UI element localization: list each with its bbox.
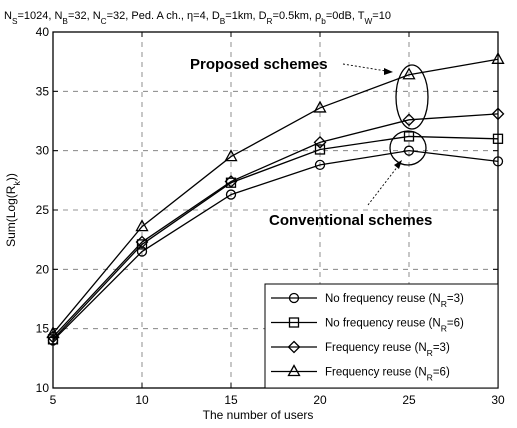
data-point-circle — [225, 189, 237, 200]
legend: No frequency reuse (NR=3)No frequency re… — [264, 283, 499, 389]
parameter-text: =1024, N — [17, 10, 62, 22]
y-axis-label-text: )) — [4, 173, 18, 181]
legend-entry: No frequency reuse (NR=3) — [271, 292, 464, 309]
data-point-square — [136, 239, 148, 250]
y-axis-label-subscript: k — [12, 181, 22, 186]
conventional-ellipse — [389, 130, 427, 166]
data-point-square — [403, 131, 415, 142]
legend-entry: Frequency reuse (NR=6) — [271, 364, 450, 383]
parameter-text: =1km, D — [225, 10, 266, 22]
legend-label-text: No frequency reuse (N — [325, 318, 441, 330]
legend-label-subscript: R — [427, 348, 433, 358]
parameter-text: =10 — [372, 10, 391, 22]
data-point-diamond — [402, 113, 416, 127]
series-line — [52, 135, 499, 340]
y-axis-label: Sum(Log(Rk)) — [4, 173, 22, 247]
parameter-text: W — [365, 17, 373, 26]
parameter-text: N — [4, 10, 12, 22]
legend-marker-square — [288, 317, 300, 328]
proposed-arrow — [342, 63, 387, 72]
series-line — [52, 58, 499, 334]
chart-parameters: NS=1024, NB=32, NC=32, Ped. A ch., η=4, … — [4, 10, 391, 26]
data-point-triangle — [46, 326, 60, 339]
y-tick-label: 35 — [36, 84, 50, 98]
parameter-text: B — [62, 17, 68, 26]
data-point-diamond — [224, 175, 238, 188]
x-tick-label: 25 — [402, 393, 416, 407]
y-tick-label: 20 — [36, 262, 50, 276]
data-point-square — [47, 334, 59, 345]
legend-label: No frequency reuse (NR=6) — [325, 318, 464, 334]
legend-label-subscript: R — [427, 373, 433, 383]
data-point-square — [492, 133, 504, 144]
x-tick-label: 10 — [135, 393, 149, 407]
legend-entry: Frequency reuse (NR=3) — [271, 340, 450, 358]
y-tick-label: 30 — [36, 144, 50, 158]
legend-label-subscript: R — [441, 299, 447, 309]
proposed-ellipse — [395, 64, 429, 130]
y-axis-label-text: Sum(Log(R — [4, 185, 18, 247]
data-point-square — [314, 144, 326, 155]
legend-entry: No frequency reuse (NR=6) — [271, 317, 464, 334]
legend-label-text: =3) — [433, 342, 450, 354]
legend-marker-diamond — [287, 340, 301, 354]
conventional-arrow — [367, 165, 399, 206]
x-tick-label: 20 — [313, 393, 327, 407]
y-tick-label: 25 — [36, 203, 50, 217]
parameter-text: b — [321, 17, 326, 26]
annotation-conventional: Conventional schemes — [269, 212, 432, 229]
x-axis-label: The number of users — [203, 408, 314, 422]
legend-label-text: =3) — [447, 293, 464, 305]
data-point-triangle — [135, 219, 149, 232]
data-point-circle — [403, 145, 415, 156]
legend-label-text: Frequency reuse (N — [325, 367, 427, 379]
y-tick-label: 40 — [36, 25, 50, 39]
legend-label-text: =6) — [433, 367, 450, 379]
parameter-text: =32, N — [68, 10, 101, 22]
legend-label-text: =6) — [447, 318, 464, 330]
data-point-diamond — [491, 107, 505, 121]
data-point-triangle — [491, 51, 505, 64]
x-tick-labels: 5 10 15 20 25 30 — [50, 32, 505, 407]
legend-marker-triangle — [287, 364, 301, 377]
data-point-triangle — [313, 100, 327, 113]
data-point-triangle — [224, 149, 238, 162]
annotation-proposed: Proposed schemes — [190, 56, 328, 73]
data-point-diamond — [313, 135, 327, 149]
x-tick-label: 30 — [491, 393, 505, 407]
parameter-text: =0.5km, ρ — [273, 10, 322, 22]
legend-label-subscript: R — [441, 324, 447, 334]
parameter-text: R — [267, 17, 273, 26]
x-tick-label: 15 — [224, 393, 238, 407]
y-tick-label: 15 — [36, 322, 50, 336]
parameter-text: C — [101, 17, 107, 26]
y-tick-labels: 10 15 20 25 30 35 40 — [36, 25, 498, 395]
legend-label: Frequency reuse (NR=3) — [325, 342, 450, 358]
data-point-triangle — [402, 67, 416, 80]
x-tick-label: 5 — [50, 393, 57, 407]
legend-box — [264, 283, 499, 389]
parameter-text: =0dB, T — [326, 10, 365, 22]
y-tick-label: 10 — [36, 381, 50, 395]
legend-marker-circle — [288, 292, 300, 304]
parameter-text: B — [220, 17, 226, 26]
legend-label: Frequency reuse (NR=6) — [325, 367, 450, 383]
legend-label-text: Frequency reuse (N — [325, 342, 427, 354]
data-point-diamond — [135, 235, 149, 249]
data-point-circle — [492, 156, 504, 167]
legend-label-text: No frequency reuse (N — [325, 293, 441, 305]
data-point-circle — [314, 159, 326, 171]
proposed-arrowhead — [384, 68, 393, 75]
conventional-arrowhead — [394, 160, 402, 169]
parameter-text: S — [12, 17, 18, 26]
annotations: Proposed schemes Conventional schemes — [190, 56, 432, 229]
legend-label: No frequency reuse (NR=3) — [325, 293, 464, 309]
parameter-text: =32, Ped. A ch., η=4, D — [107, 10, 220, 22]
series-4 — [46, 51, 505, 339]
series-line — [52, 150, 499, 341]
